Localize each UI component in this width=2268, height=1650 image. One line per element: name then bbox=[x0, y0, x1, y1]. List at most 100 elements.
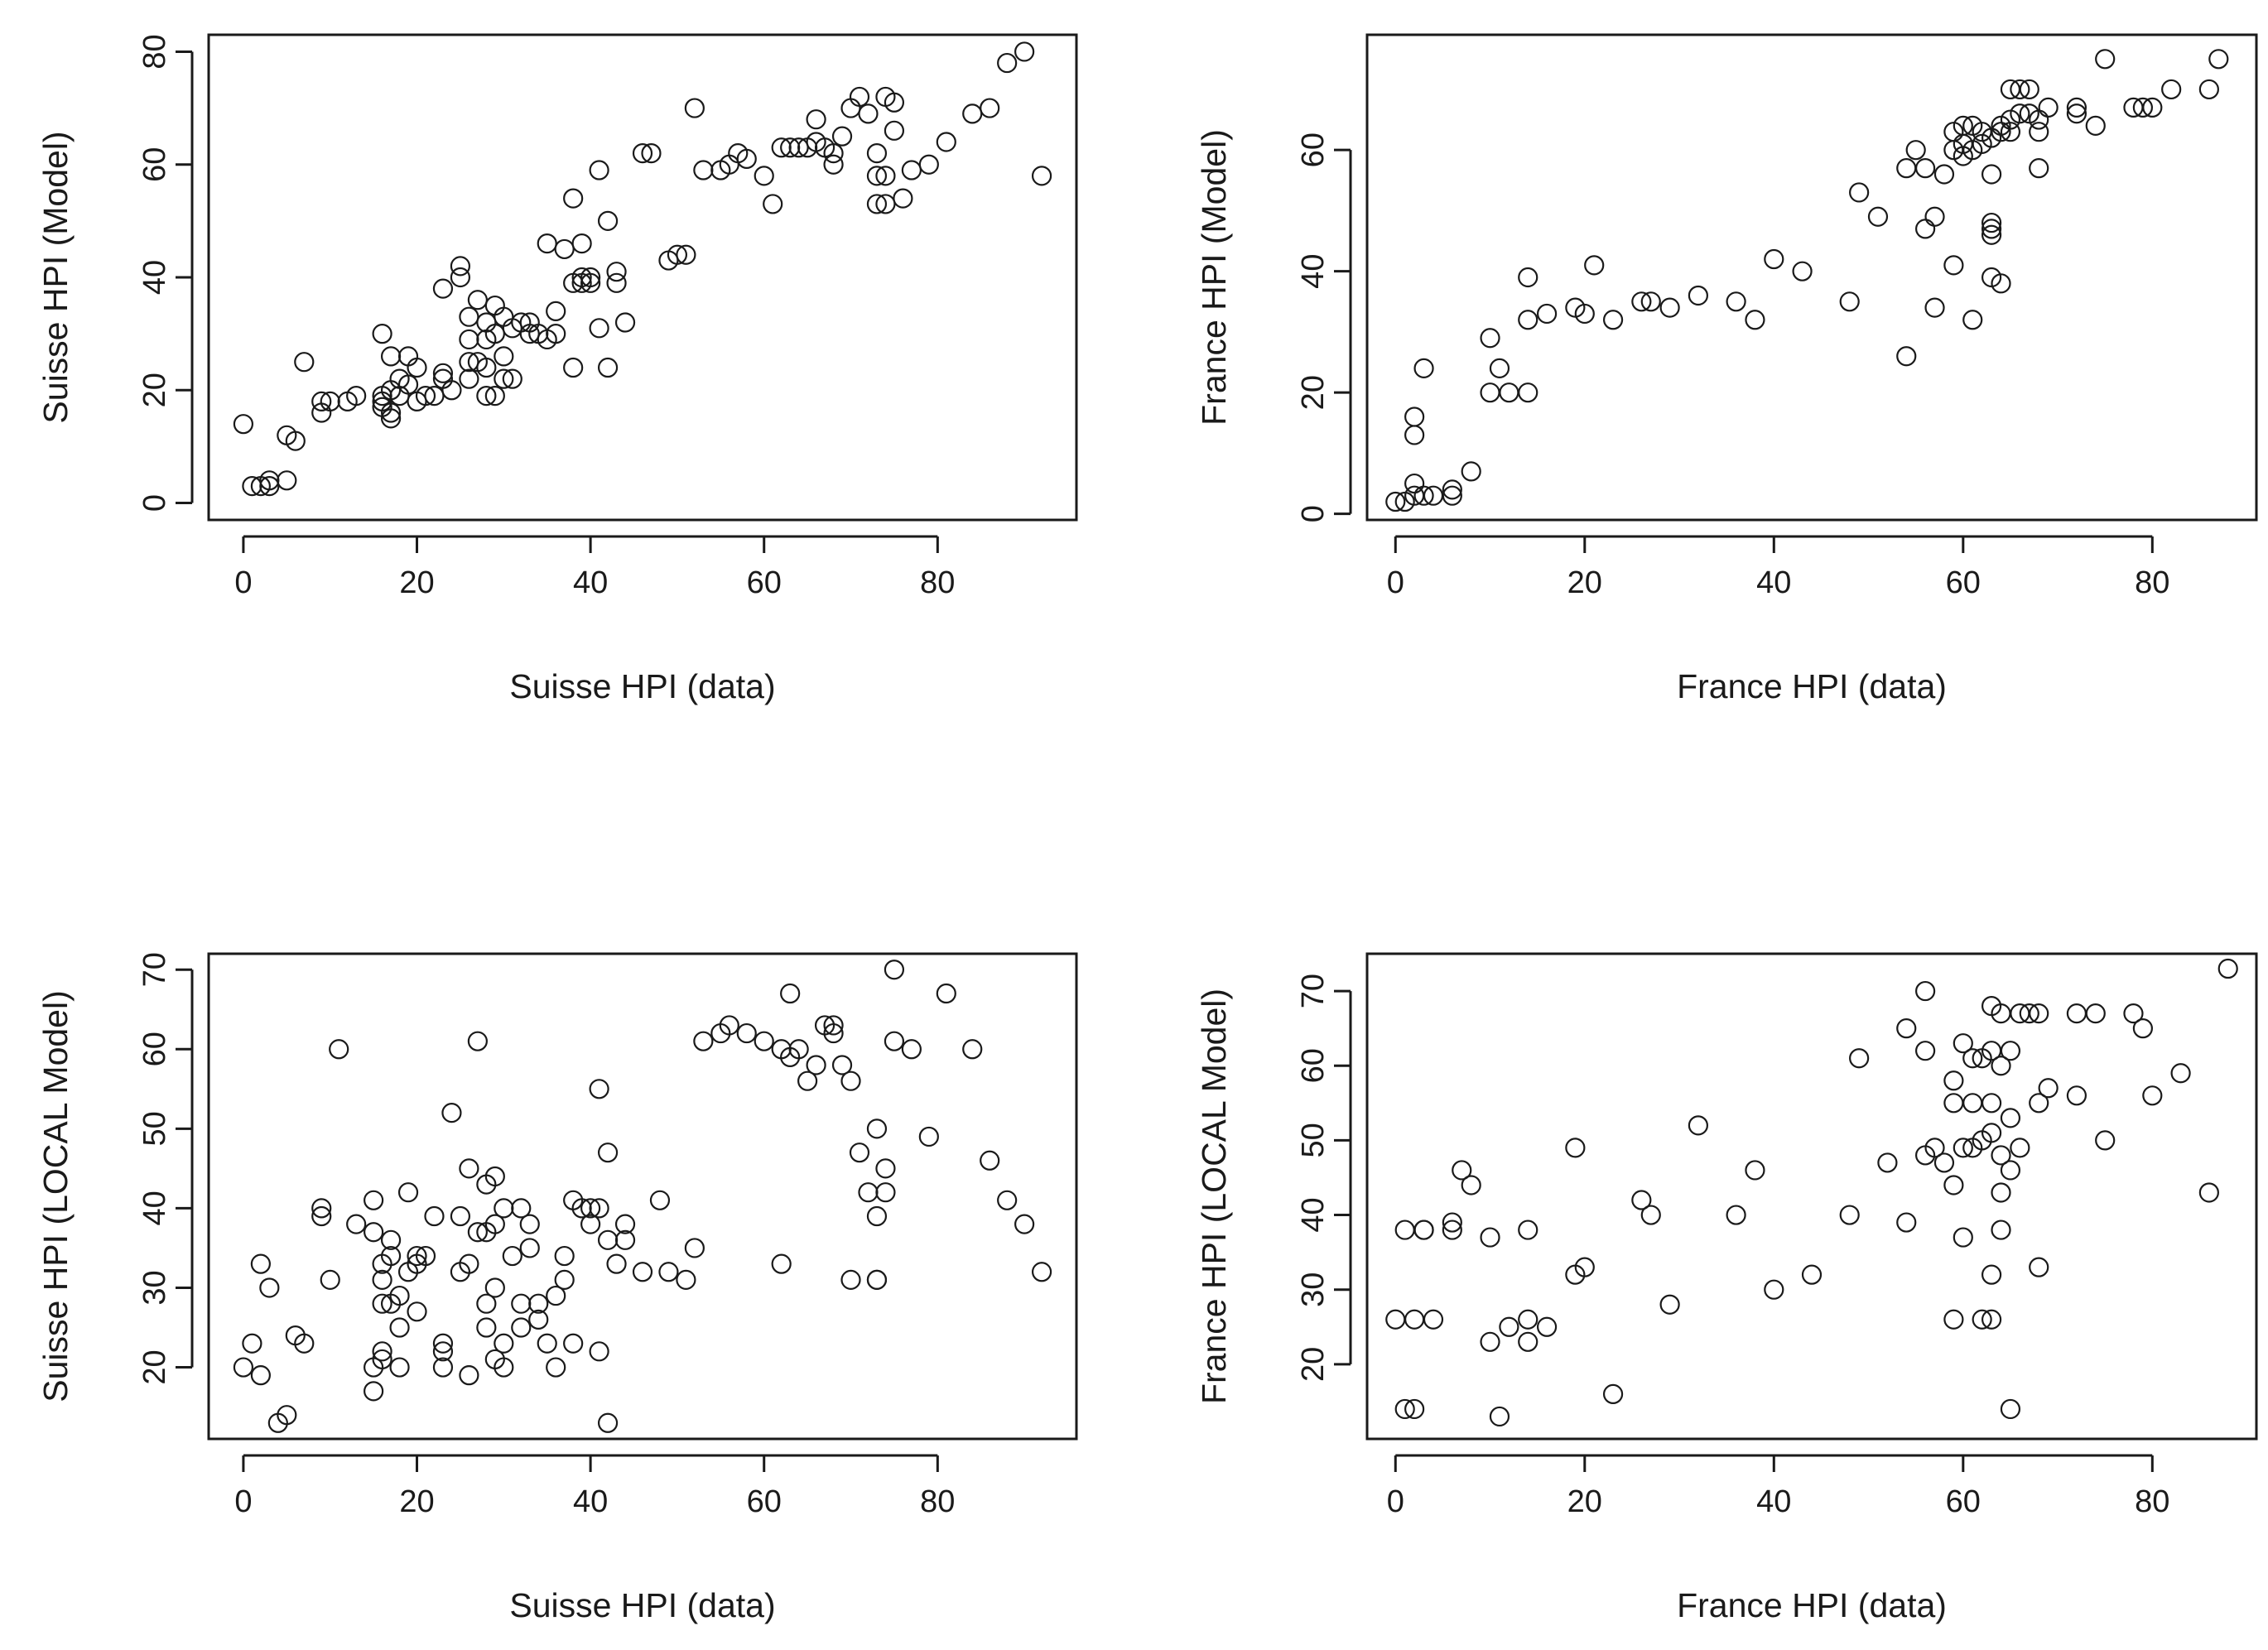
y-tick-label: 40 bbox=[137, 260, 172, 295]
scatter-point bbox=[875, 1182, 896, 1203]
scatter-point bbox=[1896, 1018, 1917, 1039]
scatter-point bbox=[1915, 219, 1936, 239]
scatter-point bbox=[441, 380, 462, 401]
scatter-point bbox=[2010, 79, 2030, 100]
scatter-point bbox=[763, 194, 783, 214]
y-tick-label: 50 bbox=[1296, 1123, 1331, 1157]
scatter-point bbox=[372, 324, 392, 344]
scatter-point bbox=[1442, 485, 1462, 506]
scatter-point bbox=[1896, 346, 1917, 367]
plot-frame bbox=[1365, 33, 2258, 522]
scatter-point bbox=[528, 1293, 549, 1314]
scatter-point bbox=[494, 346, 514, 367]
scatter-point bbox=[494, 1333, 514, 1354]
scatter-point bbox=[380, 402, 402, 423]
scatter-point bbox=[1518, 1331, 1538, 1352]
scatter-point bbox=[1404, 1309, 1425, 1330]
scatter-point bbox=[2142, 1085, 2163, 1106]
scatter-point bbox=[823, 142, 844, 164]
scatter-point bbox=[901, 1039, 922, 1060]
scatter-point bbox=[459, 306, 479, 327]
scatter-point bbox=[2029, 1003, 2049, 1024]
scatter-point bbox=[1584, 255, 1605, 276]
scatter-point bbox=[849, 1142, 870, 1163]
scatter-point bbox=[407, 1245, 427, 1267]
scatter-point bbox=[2066, 103, 2087, 124]
scatter-point bbox=[866, 166, 888, 186]
scatter-point bbox=[450, 1205, 471, 1227]
scatter-point bbox=[1801, 1264, 1823, 1285]
scatter-point bbox=[1896, 158, 1917, 179]
scatter-point bbox=[806, 1055, 826, 1075]
scatter-point bbox=[597, 1412, 619, 1433]
scatter-point bbox=[450, 256, 471, 277]
scatter-point bbox=[606, 262, 627, 282]
scatter-point bbox=[1640, 291, 1661, 312]
scatter-point bbox=[1991, 1219, 2011, 1240]
scatter-point bbox=[754, 166, 774, 186]
scatter-point bbox=[606, 272, 627, 293]
scatter-point bbox=[1924, 206, 1945, 227]
scatter-point bbox=[693, 160, 714, 180]
scatter-point bbox=[346, 1214, 367, 1234]
scatter-point bbox=[1461, 1175, 1481, 1195]
scatter-point bbox=[528, 1309, 549, 1330]
scatter-point bbox=[364, 1381, 384, 1402]
scatter-point bbox=[1953, 1138, 1973, 1158]
scatter-point bbox=[2000, 1398, 2021, 1420]
scatter-point bbox=[1602, 310, 1624, 330]
scatter-point bbox=[494, 1198, 514, 1219]
x-axis-label: Suisse HPI (data) bbox=[509, 1586, 775, 1624]
scatter-point bbox=[1489, 1406, 1510, 1427]
scatter-point bbox=[250, 1253, 271, 1274]
scatter-point bbox=[1518, 1219, 1538, 1240]
scatter-point bbox=[614, 1214, 636, 1234]
scatter-point bbox=[866, 142, 888, 164]
scatter-point bbox=[242, 1333, 262, 1354]
scatter-point bbox=[380, 1229, 402, 1250]
plot-frame bbox=[1365, 952, 2258, 1441]
scatter-point bbox=[1413, 485, 1434, 506]
scatter-point bbox=[2161, 79, 2182, 100]
scatter-point bbox=[1452, 1160, 1472, 1181]
y-axis-label: France HPI (LOCAL Model) bbox=[1195, 989, 1233, 1404]
scatter-point bbox=[849, 86, 870, 108]
scatter-point bbox=[450, 267, 471, 288]
scatter-point bbox=[294, 352, 315, 373]
scatter-point bbox=[2132, 1018, 2153, 1039]
x-axis-label: France HPI (data) bbox=[1677, 667, 1947, 705]
scatter-point bbox=[719, 1015, 739, 1036]
x-axis-label: France HPI (data) bbox=[1677, 1586, 1947, 1624]
scatter-point bbox=[1896, 1212, 1917, 1233]
scatter-point bbox=[2038, 97, 2059, 118]
scatter-point bbox=[1915, 980, 1936, 1002]
scatter-point bbox=[311, 1205, 332, 1227]
scatter-point bbox=[1867, 206, 1889, 227]
x-tick-label: 80 bbox=[920, 565, 955, 600]
scatter-point bbox=[397, 1182, 419, 1203]
y-tick-label: 70 bbox=[1296, 974, 1331, 1008]
scatter-panel-france-local-model: 0 20 40 60 80 20 30 40 50 60 70 France HPI (data) Fr… bbox=[1195, 952, 2258, 1624]
scatter-point bbox=[580, 272, 601, 293]
scatter-point bbox=[511, 1198, 532, 1219]
y-tick-label: 40 bbox=[1296, 1197, 1331, 1232]
scatter-point bbox=[2000, 1160, 2021, 1181]
scatter-point bbox=[597, 357, 619, 378]
scatter-point bbox=[2198, 1182, 2219, 1203]
y-tick-label: 0 bbox=[1296, 505, 1331, 522]
scatter-panel-suisse-local-model: 0 20 40 60 80 20 30 40 50 60 70 Suisse HPI (data) Su… bbox=[36, 952, 1078, 1624]
scatter-point bbox=[537, 233, 557, 254]
scatter-point bbox=[806, 109, 826, 130]
scatter-point bbox=[1943, 1070, 1964, 1091]
scatter-point bbox=[684, 1238, 705, 1258]
x-tick-label: 60 bbox=[1946, 1484, 1981, 1519]
scatter-point bbox=[467, 1222, 488, 1243]
scatter-point bbox=[884, 960, 905, 980]
scatter-point bbox=[432, 363, 454, 383]
scatter-point bbox=[432, 1341, 454, 1362]
scatter-panel-suisse-model: 0 20 40 60 80 0 20 40 60 80 Suisse HPI (data) Suiss… bbox=[36, 33, 1078, 705]
scatter-point bbox=[1413, 358, 1434, 378]
scatter-point bbox=[1726, 291, 1746, 312]
x-tick-label: 60 bbox=[1946, 565, 1981, 600]
scatter-point bbox=[494, 1357, 514, 1378]
